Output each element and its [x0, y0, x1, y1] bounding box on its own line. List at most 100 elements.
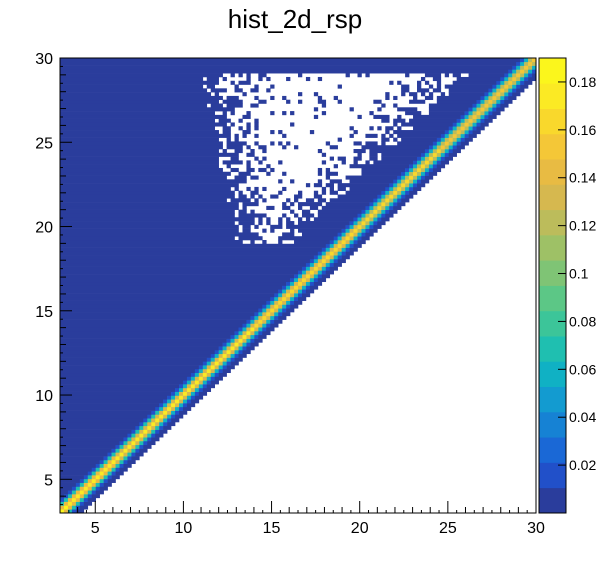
heatmap-cell [294, 300, 303, 305]
heatmap-cell [377, 202, 382, 207]
heatmap-cell [361, 171, 402, 176]
heatmap-cell [60, 456, 104, 461]
heatmap-cell [230, 361, 239, 366]
heatmap-cell [440, 149, 446, 154]
heatmap-cell [119, 456, 124, 461]
heatmap-cell [365, 205, 370, 210]
heatmap-cell [71, 509, 77, 514]
heatmap-cell [309, 281, 315, 286]
heatmap-cell [71, 490, 77, 495]
heatmap-cell [159, 422, 164, 427]
heatmap-cell [504, 73, 509, 78]
heatmap-cell [190, 372, 196, 377]
heatmap-cell [266, 327, 275, 332]
heatmap-cell [186, 399, 192, 404]
heatmap-cell [500, 99, 505, 104]
heatmap-cell [186, 403, 196, 408]
heatmap-cell [333, 243, 338, 248]
heatmap-cell [298, 281, 303, 286]
heatmap-cell [298, 274, 303, 279]
heatmap-cell [417, 179, 422, 184]
heatmap-cell [329, 156, 334, 161]
heatmap-cell [254, 319, 259, 324]
heatmap-cell [171, 410, 176, 415]
heatmap-cell [333, 240, 338, 245]
heatmap-cell [67, 494, 73, 499]
heatmap-cell [532, 69, 537, 74]
heatmap-cell [516, 88, 525, 93]
heatmap-cell [456, 122, 461, 127]
heatmap-cell [290, 111, 295, 116]
heatmap-cell [464, 118, 469, 123]
heatmap-cell [278, 315, 287, 320]
colorbar-segment [539, 159, 566, 185]
heatmap-cell [139, 433, 144, 438]
heatmap-cell [464, 114, 469, 119]
heatmap-cell [282, 133, 287, 138]
heatmap-cell [385, 92, 390, 97]
heatmap-cell [385, 130, 390, 135]
heatmap-cell [488, 103, 493, 108]
heatmap-cell [131, 440, 136, 446]
heatmap-cell [452, 130, 457, 135]
heatmap-cell [393, 190, 398, 195]
y-tick-label: 20 [35, 220, 53, 237]
x-tick-label: 20 [351, 520, 369, 537]
heatmap-cell [123, 437, 128, 442]
heatmap-cell [436, 145, 442, 150]
heatmap-cell [428, 111, 465, 116]
heatmap-cell [182, 403, 188, 408]
heatmap-cell [258, 160, 263, 165]
heatmap-cell [238, 80, 251, 85]
heatmap-cell [60, 414, 148, 419]
heatmap-cell [95, 478, 100, 483]
heatmap-cell [424, 95, 434, 101]
heatmap-cell [60, 380, 184, 385]
colorbar-segment [539, 184, 566, 211]
heatmap-cell [274, 296, 279, 301]
heatmap-cell [111, 456, 116, 461]
heatmap-cell [345, 243, 350, 248]
heatmap-cell [305, 270, 311, 275]
heatmap-cell [500, 80, 505, 85]
heatmap-cell [143, 422, 148, 427]
heatmap-cell [512, 65, 517, 70]
heatmap-cell [222, 160, 243, 165]
heatmap-cell [298, 293, 303, 298]
heatmap-cell [282, 171, 287, 176]
heatmap-cell [60, 338, 227, 343]
heatmap-cell [500, 103, 509, 108]
heatmap-cell [186, 380, 192, 385]
heatmap-cell [75, 490, 81, 495]
heatmap-cell [488, 107, 493, 112]
heatmap-cell [468, 111, 473, 116]
heatmap-cell [60, 228, 239, 233]
heatmap-cell [436, 141, 442, 146]
heatmap-cell [329, 145, 338, 150]
heatmap-cell [309, 258, 315, 264]
heatmap-cell [349, 186, 386, 192]
heatmap-cell [60, 478, 81, 483]
heatmap-cell [234, 149, 243, 154]
heatmap-cell [448, 130, 453, 135]
heatmap-cell [258, 323, 263, 328]
heatmap-cell [282, 312, 291, 317]
heatmap-cell [206, 365, 212, 370]
heatmap-cell [190, 399, 200, 404]
heatmap-cell [60, 251, 319, 256]
heatmap-cell [270, 308, 275, 313]
heatmap-cell [294, 293, 299, 298]
heatmap-cell [60, 99, 219, 104]
heatmap-cell [282, 213, 287, 218]
heatmap-cell [405, 186, 410, 192]
heatmap-cell [234, 342, 239, 347]
y-tick-label: 15 [35, 304, 53, 321]
heatmap-cell [60, 164, 219, 169]
heatmap-cell [294, 281, 299, 286]
heatmap-cell [186, 376, 192, 381]
heatmap-cell [226, 103, 243, 108]
heatmap-cell [60, 274, 295, 279]
colorbar-segment [539, 487, 566, 514]
heatmap-cell [115, 452, 120, 457]
heatmap-cell [246, 331, 251, 336]
